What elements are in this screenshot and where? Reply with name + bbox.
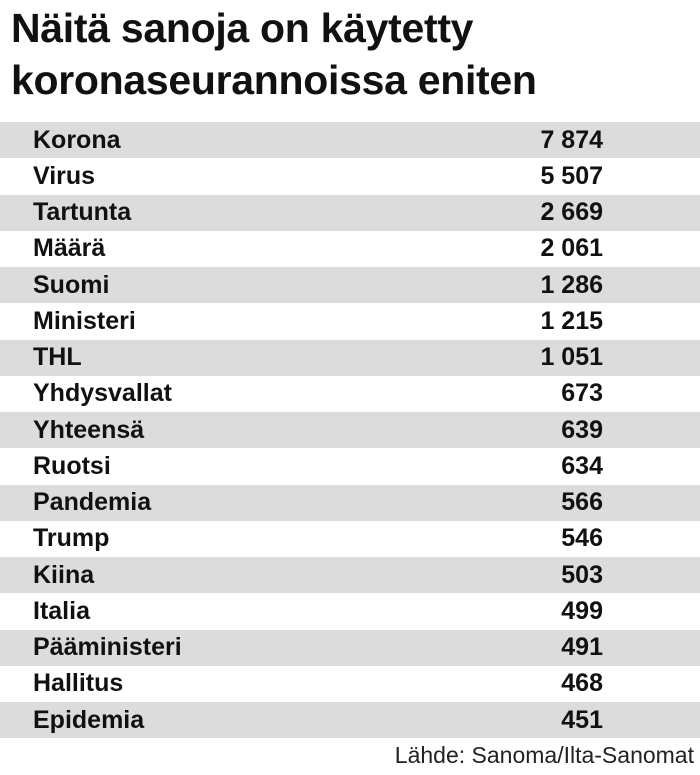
- word-cell: Tartunta: [33, 198, 132, 227]
- count-cell: 1 286: [540, 270, 603, 299]
- table-row: Italia 499: [0, 593, 700, 629]
- word-cell: Italia: [33, 596, 90, 625]
- count-cell: 2 669: [540, 198, 603, 227]
- word-cell: Korona: [33, 125, 121, 154]
- table-row: Ruotsi 634: [0, 448, 700, 484]
- table-row: Suomi 1 286: [0, 267, 700, 304]
- title-line-1: Näitä sanoja on käytetty: [11, 5, 474, 51]
- word-frequency-table: Korona 7 874 Virus 5 507 Tartunta 2 669 Määrä 2…: [0, 122, 700, 739]
- table-row: Trump 546: [0, 521, 700, 557]
- word-cell: Ministeri: [33, 306, 136, 335]
- count-cell: 499: [561, 596, 603, 625]
- count-cell: 2 061: [540, 234, 603, 263]
- word-cell: Suomi: [33, 270, 110, 299]
- table-row: Määrä 2 061: [0, 231, 700, 267]
- count-cell: 451: [561, 705, 603, 734]
- source-credit: Lähde: Sanoma/Ilta-Sanomat: [394, 742, 694, 768]
- table-row: Kiina 503: [0, 557, 700, 594]
- count-cell: 673: [561, 379, 603, 408]
- count-cell: 1 215: [540, 306, 603, 335]
- table-row: Korona 7 874: [0, 122, 700, 159]
- title-line-2: koronaseurannoissa eniten: [11, 57, 537, 103]
- table-row: Yhdysvallat 673: [0, 376, 700, 412]
- word-cell: Pääministeri: [33, 633, 182, 662]
- word-cell: Määrä: [33, 234, 106, 263]
- count-cell: 7 874: [540, 125, 603, 154]
- count-cell: 491: [561, 633, 603, 662]
- count-cell: 566: [561, 488, 603, 517]
- count-cell: 546: [561, 524, 603, 553]
- table-row: Pääministeri 491: [0, 629, 700, 666]
- count-cell: 639: [561, 415, 603, 444]
- word-cell: Kiina: [33, 560, 95, 589]
- word-cell: Hallitus: [33, 669, 124, 698]
- count-cell: 1 051: [540, 343, 603, 372]
- count-cell: 468: [561, 669, 603, 698]
- word-cell: Ruotsi: [33, 451, 111, 480]
- table-row: Pandemia 566: [0, 484, 700, 521]
- table-row: Tartunta 2 669: [0, 194, 700, 231]
- chart-title: Näitä sanoja on käytetty koronaseurannoi…: [11, 2, 537, 106]
- table-row: Ministeri 1 215: [0, 303, 700, 339]
- word-cell: THL: [33, 343, 82, 372]
- table-row: Virus 5 507: [0, 158, 700, 194]
- count-cell: 634: [561, 451, 603, 480]
- word-cell: Yhdysvallat: [33, 379, 172, 408]
- count-cell: 503: [561, 560, 603, 589]
- word-cell: Trump: [33, 524, 110, 553]
- word-cell: Pandemia: [33, 488, 152, 517]
- table-row: Yhteensä 639: [0, 412, 700, 449]
- table-row: Hallitus 468: [0, 666, 700, 702]
- table-row: THL 1 051: [0, 339, 700, 376]
- count-cell: 5 507: [540, 161, 603, 190]
- table-row: Epidemia 451: [0, 702, 700, 739]
- word-cell: Virus: [33, 161, 96, 190]
- word-cell: Epidemia: [33, 705, 145, 734]
- word-cell: Yhteensä: [33, 415, 145, 444]
